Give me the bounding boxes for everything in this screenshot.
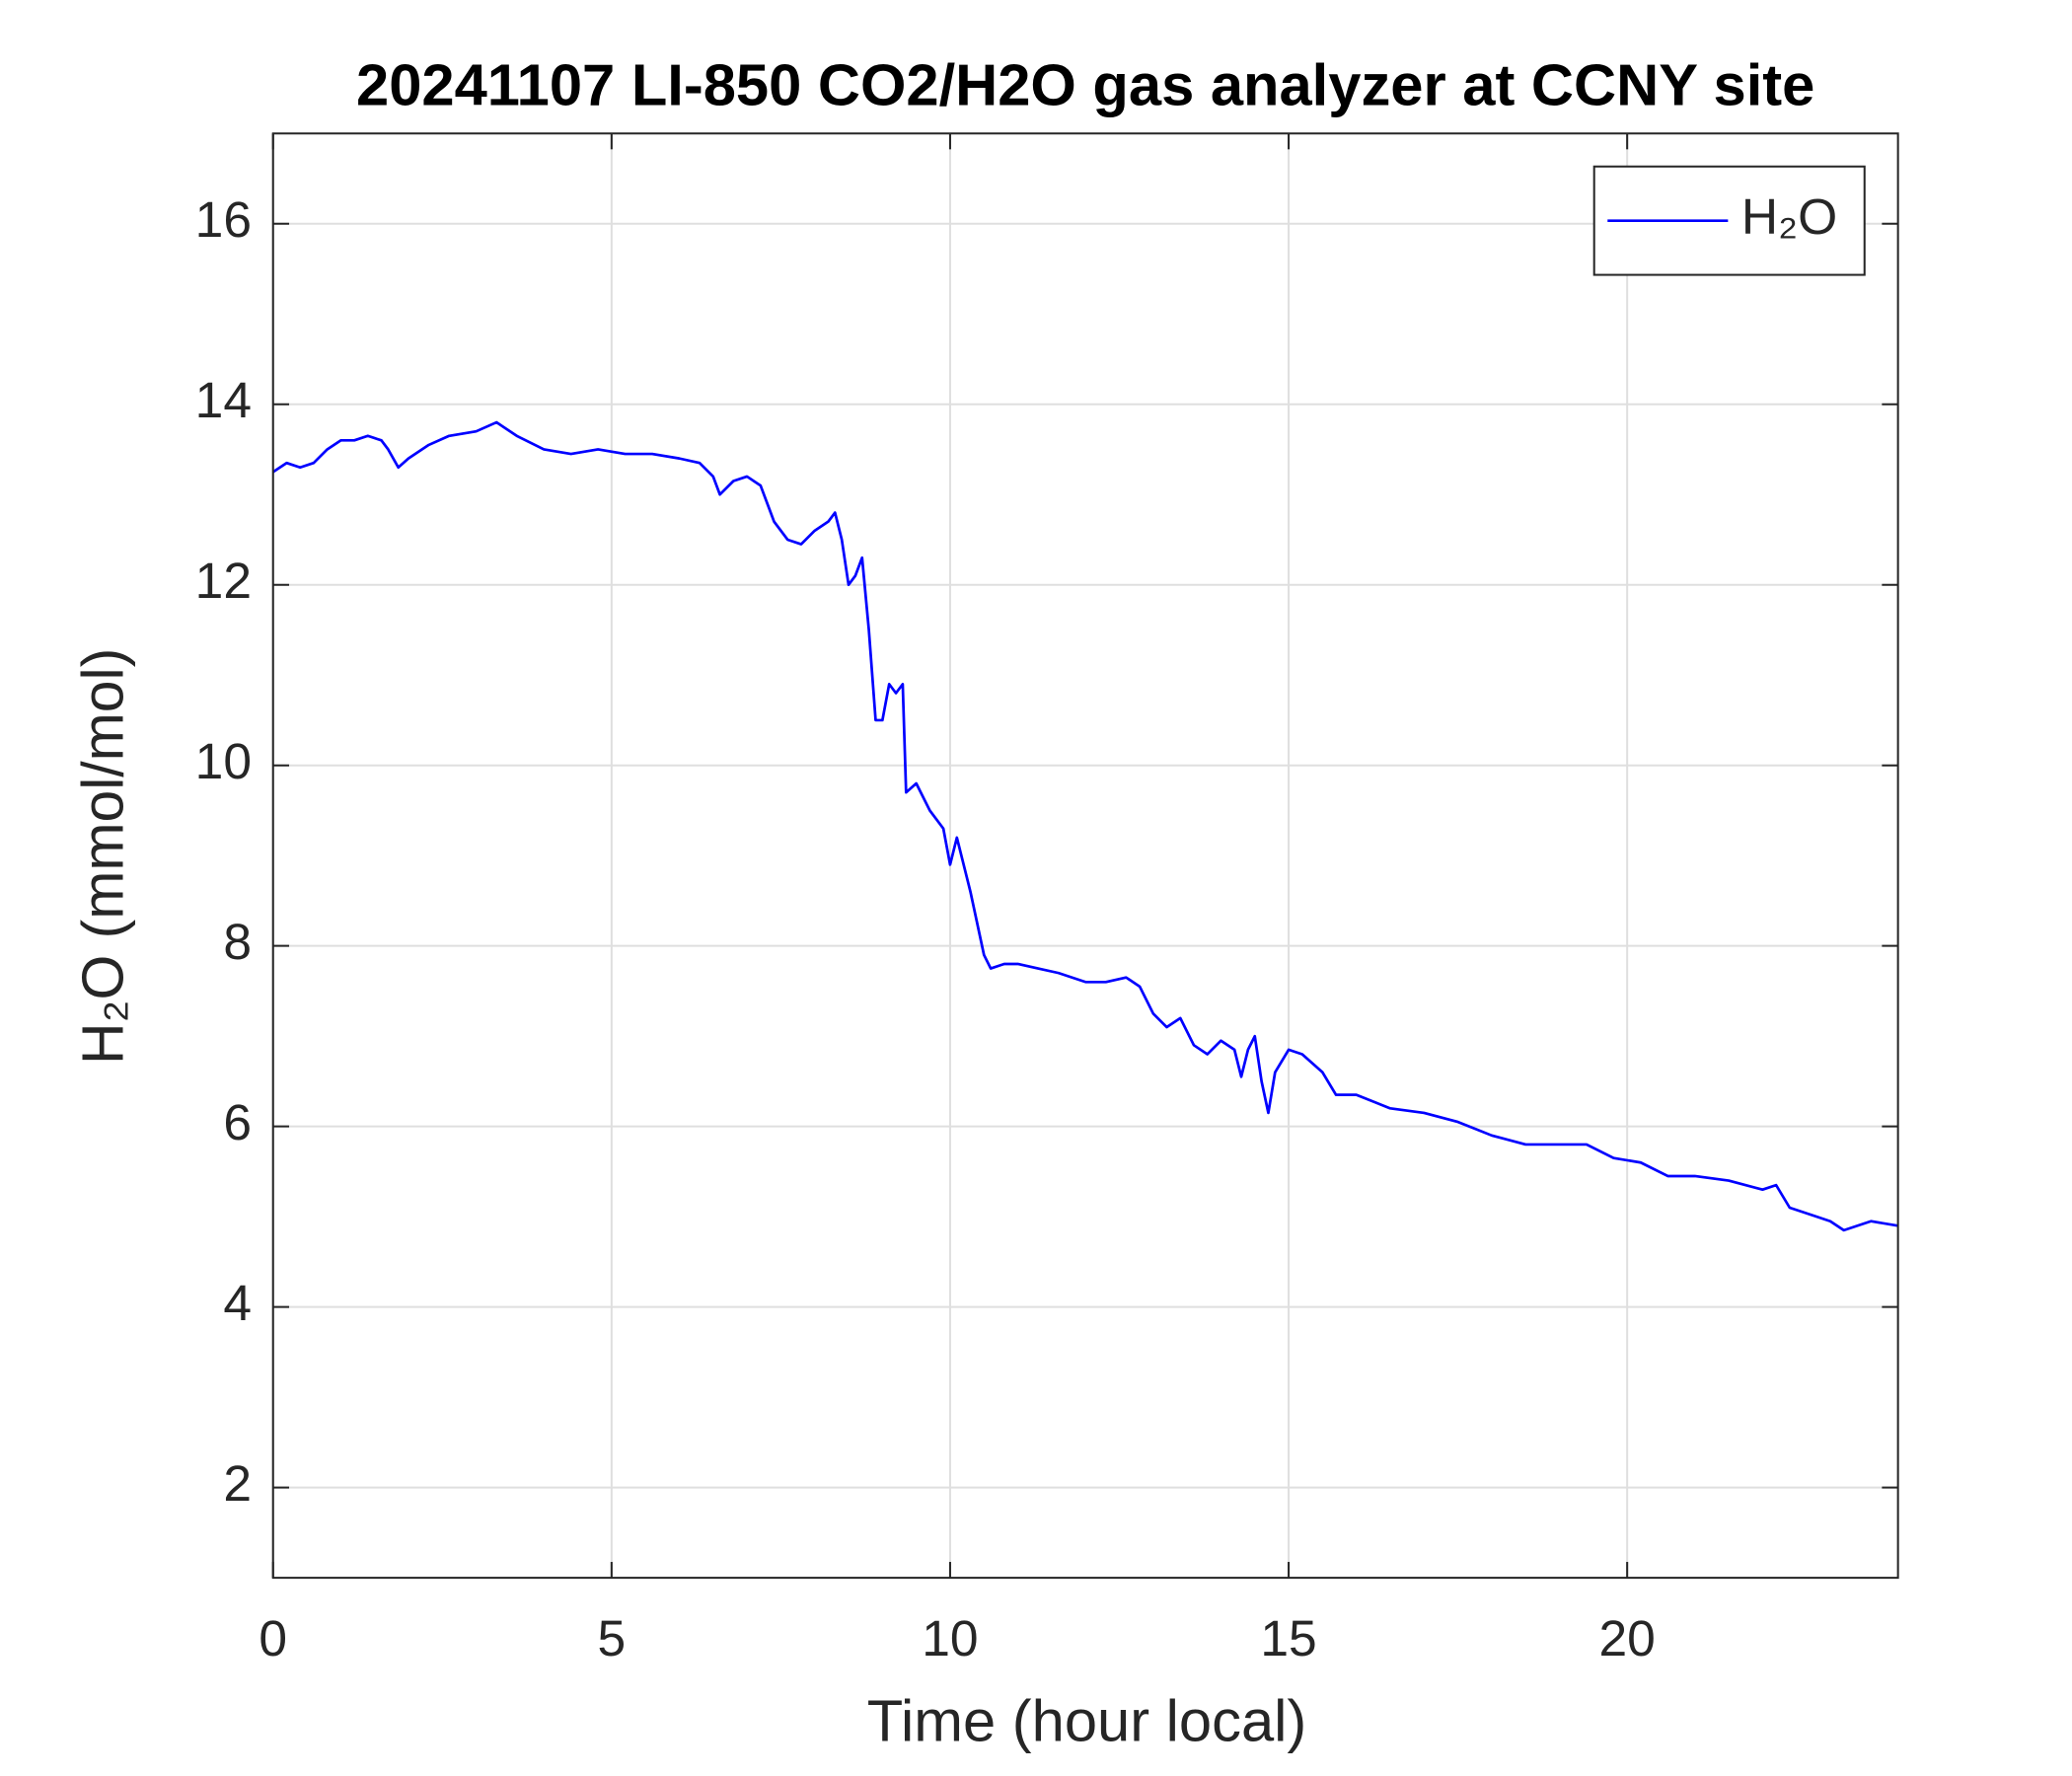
x-tick-label: 10 [922,1610,978,1666]
x-axis-label: Time (hour local) [867,1688,1306,1754]
y-tick-label: 6 [223,1094,252,1150]
y-tick-label: 14 [195,372,252,428]
y-tick-label: 10 [195,733,252,789]
y-tick-label: 12 [195,553,252,609]
y-tick-label: 2 [223,1455,252,1512]
legend-label: H₂O [1741,188,1837,245]
x-tick-label: 15 [1260,1610,1316,1666]
x-tick-label: 5 [598,1610,627,1666]
axes-box [271,132,1899,1580]
chart-title: 20241107 LI-850 CO2/H2O gas analyzer at … [356,52,1814,118]
y-tick-label: 4 [223,1275,252,1331]
x-tick-label: 0 [259,1610,287,1666]
y-tick-label: 16 [195,191,252,248]
data-line [271,420,1898,1232]
plot-area [272,133,1898,1579]
y-axis-label: H₂O (mmol/mol) [69,648,135,1065]
x-tick-label: 20 [1598,1610,1655,1666]
y-tick-label: 8 [223,914,252,970]
